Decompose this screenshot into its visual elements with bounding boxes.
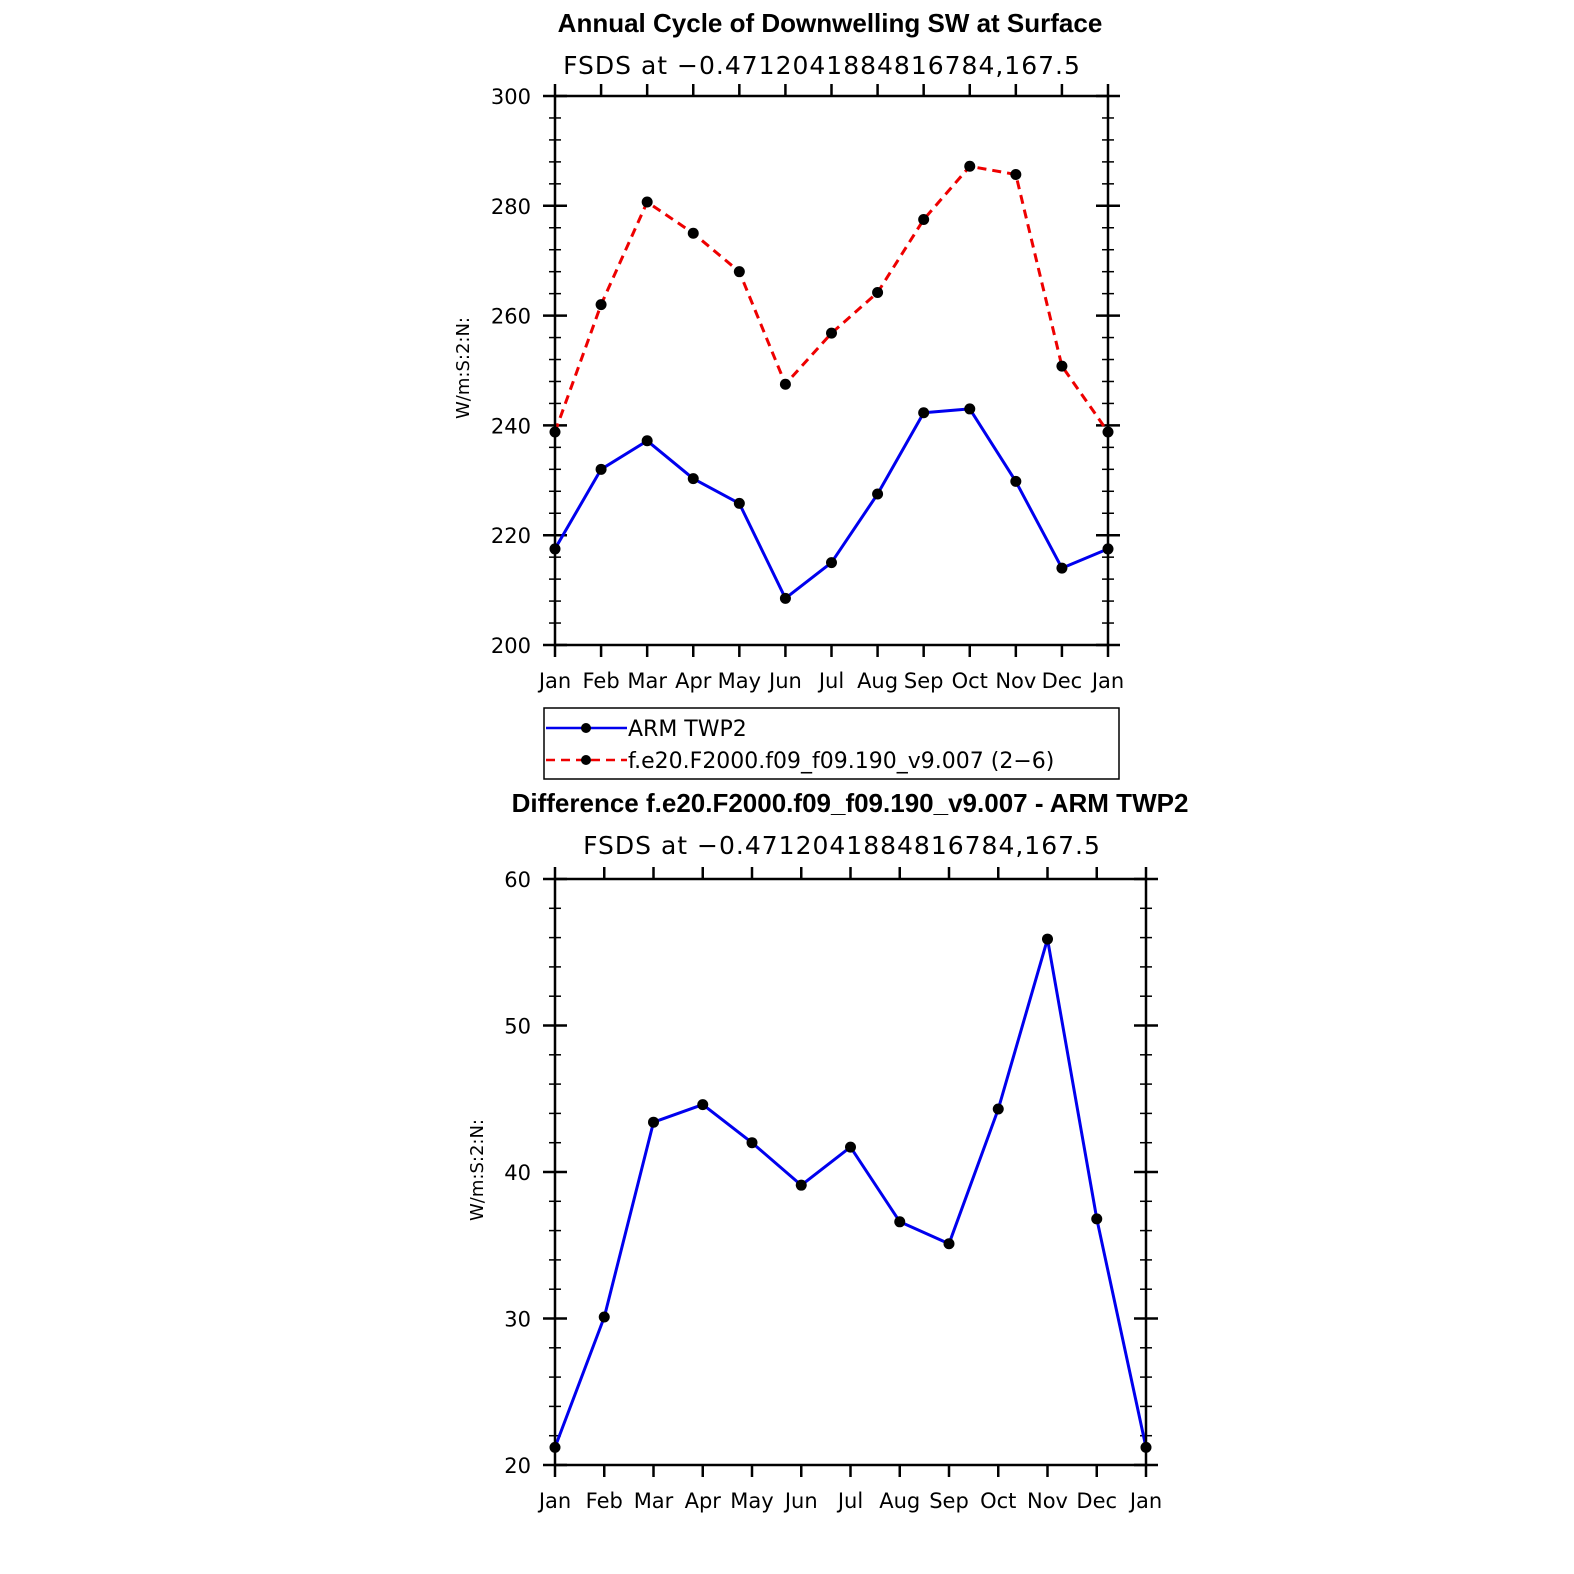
difference-x-tick-label: Dec — [1076, 1489, 1117, 1513]
difference-y-tick-label: 40 — [504, 1161, 531, 1185]
difference-y-tick-label: 30 — [504, 1308, 531, 1332]
difference-data-point — [894, 1216, 906, 1228]
annual-cycle-data-point — [687, 473, 699, 485]
difference-data-point — [648, 1116, 659, 1128]
difference-ylabel: W/m:S:2:N: — [467, 1119, 488, 1221]
annual-cycle-data-point — [1056, 360, 1068, 372]
annual-cycle-x-tick-label: Oct — [952, 669, 988, 693]
annual-cycle-data-point — [779, 378, 791, 390]
annual-cycle-title: Annual Cycle of Downwelling SW at Surfac… — [558, 8, 1103, 38]
legend: ARM TWP2 f.e20.F2000.f09_f09.190_v9.007 … — [543, 707, 1120, 780]
annual-cycle-x-tick-label: Dec — [1042, 669, 1083, 693]
annual-cycle-x-tick-label: Jun — [767, 669, 802, 693]
difference-panel: Difference f.e20.F2000.f09_f09.190_v9.00… — [467, 788, 1188, 1513]
annual-cycle-y-tick-label: 200 — [491, 634, 531, 658]
difference-x-tick-label: Sep — [929, 1489, 969, 1513]
annual-cycle-data-point — [826, 327, 837, 339]
difference-y-tick-label: 20 — [504, 1454, 531, 1478]
annual-cycle-data-point — [687, 227, 699, 239]
annual-cycle-y-tick-label: 300 — [491, 85, 531, 109]
annual-cycle-x-tick-label: Aug — [857, 669, 898, 693]
difference-x-tick-label: Jun — [783, 1489, 818, 1513]
annual-cycle-data-point — [595, 463, 607, 475]
difference-ticks: Jan Feb Mar Apr May Jun Jul Aug Sep Oct Nov Dec Jan2… — [504, 867, 1162, 1513]
difference-data-point — [1091, 1213, 1103, 1225]
difference-x-tick-label: May — [730, 1489, 773, 1513]
difference-data-point — [598, 1311, 610, 1323]
difference-y-tick-label: 60 — [504, 868, 531, 892]
annual-cycle-series-line-1 — [553, 164, 1110, 433]
annual-cycle-y-tick-label: 220 — [491, 524, 531, 548]
legend-box — [543, 707, 1120, 780]
annual-cycle-data-point — [1056, 562, 1068, 574]
legend-marker-arm — [581, 723, 591, 733]
annual-cycle-data-point — [826, 557, 837, 569]
annual-cycle-ticks: Jan Feb Mar Apr May Jun Jul Aug Sep Oct Nov Dec Jan2… — [491, 84, 1124, 693]
difference-x-tick-label: Feb — [586, 1489, 623, 1513]
difference-series — [549, 933, 1152, 1453]
annual-cycle-x-tick-label: Jan — [1090, 669, 1124, 693]
legend-marker-model — [581, 755, 591, 765]
annual-cycle-data-point — [1010, 475, 1022, 487]
annual-cycle-ylabel: W/m:S:2:N: — [453, 317, 474, 419]
difference-data-point — [697, 1099, 709, 1111]
difference-x-tick-label: Oct — [980, 1489, 1016, 1513]
annual-cycle-subtitle: FSDS at −0.4712041884816784,167.5 — [563, 51, 1081, 80]
difference-x-tick-label: Jul — [836, 1489, 863, 1513]
annual-cycle-panel: Annual Cycle of Downwelling SW at Surfac… — [453, 8, 1124, 693]
annual-cycle-data-point — [641, 435, 653, 447]
annual-cycle-data-point — [733, 266, 745, 278]
annual-cycle-data-point — [872, 287, 884, 299]
annual-cycle-data-point — [641, 196, 653, 208]
annual-cycle-data-point — [733, 497, 745, 509]
annual-cycle-x-tick-label: Apr — [675, 669, 712, 693]
difference-data-point — [845, 1141, 856, 1153]
annual-cycle-data-point — [918, 214, 930, 226]
annual-cycle-data-point — [964, 160, 976, 172]
difference-data-point — [1042, 933, 1053, 945]
difference-subtitle: FSDS at −0.4712041884816784,167.5 — [583, 831, 1101, 860]
annual-cycle-series-line-0 — [553, 407, 1109, 600]
annual-cycle-x-tick-label: Nov — [995, 669, 1036, 693]
difference-x-tick-label: Mar — [634, 1489, 674, 1513]
annual-cycle-y-tick-label: 260 — [491, 305, 531, 329]
difference-data-point — [992, 1103, 1004, 1115]
difference-series-line-0 — [553, 937, 1148, 1448]
legend-label-arm: ARM TWP2 — [628, 717, 747, 742]
legend-entry-arm: ARM TWP2 — [546, 717, 747, 742]
annual-cycle-x-tick-label: Sep — [904, 669, 944, 693]
difference-data-point — [943, 1238, 955, 1250]
difference-title: Difference f.e20.F2000.f09_f09.190_v9.00… — [512, 788, 1189, 818]
annual-cycle-data-point — [964, 403, 976, 415]
legend-entry-model: f.e20.F2000.f09_f09.190_v9.007 (2−6) — [546, 749, 1054, 774]
annual-cycle-data-point — [779, 592, 791, 604]
difference-x-tick-label: Nov — [1027, 1489, 1068, 1513]
annual-cycle-y-tick-label: 280 — [491, 195, 531, 219]
annual-cycle-x-tick-label: Mar — [627, 669, 667, 693]
annual-cycle-y-tick-label: 240 — [491, 414, 531, 438]
annual-cycle-data-point — [872, 488, 884, 500]
difference-x-tick-label: Jan — [1128, 1489, 1162, 1513]
annual-cycle-plot-frame — [553, 94, 1110, 647]
annual-cycle-data-point — [595, 299, 607, 311]
difference-x-tick-label: Aug — [879, 1489, 920, 1513]
difference-plot-frame — [553, 877, 1148, 1467]
annual-cycle-data-point — [918, 407, 930, 419]
annual-cycle-x-tick-label: Feb — [582, 669, 619, 693]
difference-y-tick-label: 50 — [504, 1015, 531, 1039]
annual-cycle-series — [549, 160, 1114, 604]
legend-label-model: f.e20.F2000.f09_f09.190_v9.007 (2−6) — [628, 749, 1054, 774]
annual-cycle-x-tick-label: Jul — [817, 669, 844, 693]
difference-data-point — [795, 1179, 807, 1191]
difference-x-tick-label: Apr — [685, 1489, 722, 1513]
difference-data-point — [746, 1137, 758, 1149]
annual-cycle-x-tick-label: May — [718, 669, 761, 693]
annual-cycle-data-point — [1010, 169, 1022, 181]
difference-x-tick-label: Jan — [537, 1489, 571, 1513]
annual-cycle-x-tick-label: Jan — [537, 669, 571, 693]
